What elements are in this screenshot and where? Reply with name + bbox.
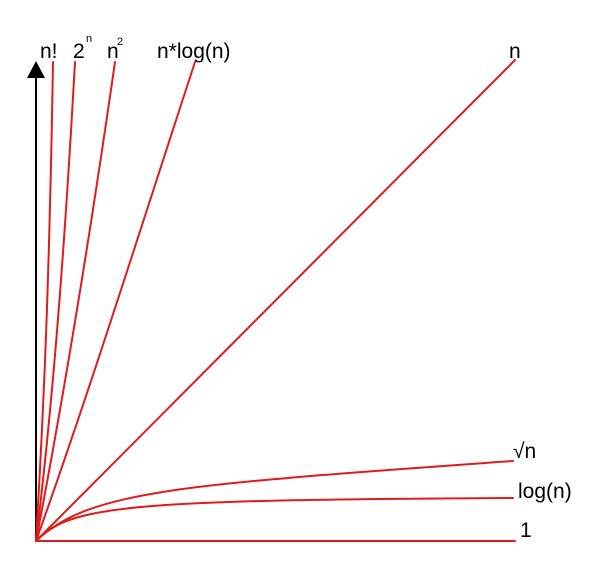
label-exponential-base: 2 [73, 40, 85, 63]
curve-exponential [35, 61, 76, 542]
label-quadratic-exponent: 2 [117, 36, 123, 48]
curve-factorial [35, 61, 54, 542]
label-exponential-exponent: n [86, 33, 92, 45]
curve-linear [35, 59, 516, 542]
curve-quadratic [35, 61, 116, 542]
label-linearithmic: n*log(n) [157, 40, 231, 63]
label-quadratic-base: n [107, 40, 119, 63]
axis-arrowhead-icon [27, 61, 45, 78]
label-factorial: n! [40, 40, 58, 63]
label-constant: 1 [520, 519, 532, 542]
curve-logarithmic [35, 497, 514, 542]
label-sqrt: √n [513, 440, 536, 463]
label-linear: n [509, 40, 521, 63]
label-logarithmic: log(n) [518, 480, 572, 503]
curve-linearithmic [35, 61, 196, 542]
